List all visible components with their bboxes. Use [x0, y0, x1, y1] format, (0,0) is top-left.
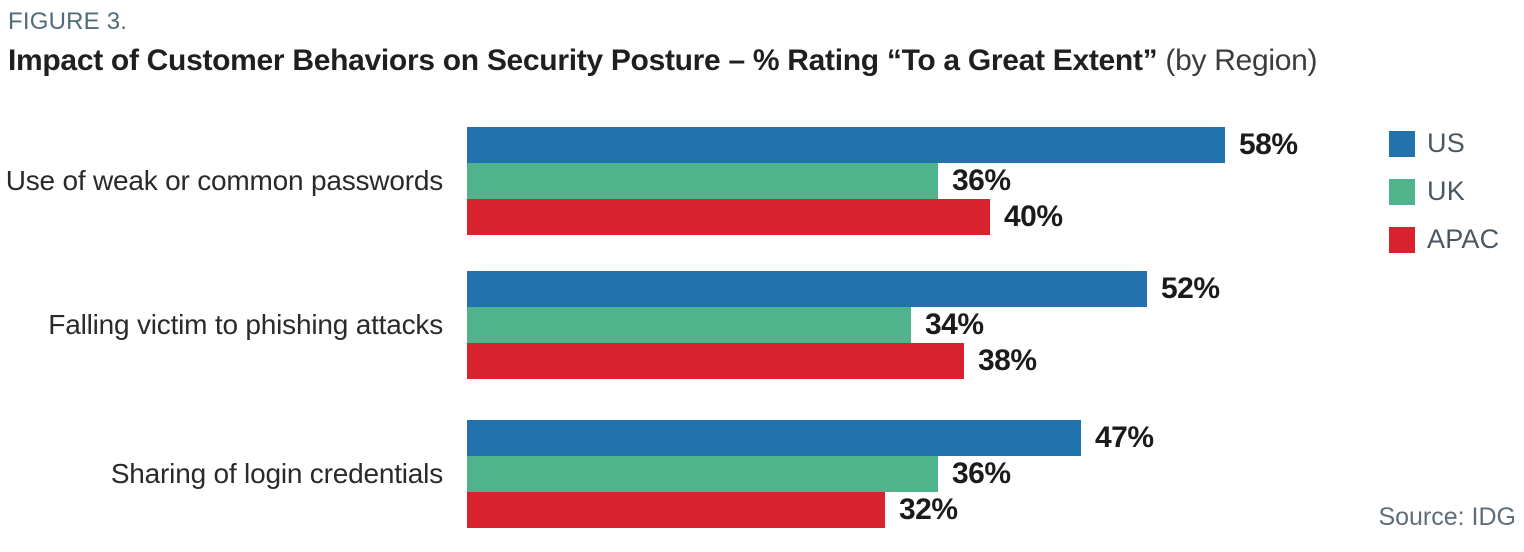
legend-item-uk: UK: [1389, 176, 1499, 207]
bar-row: 38%: [467, 343, 1220, 379]
legend-label: UK: [1427, 176, 1465, 206]
chart-title: Impact of Customer Behaviors on Security…: [8, 44, 1408, 78]
category-label: Falling victim to phishing attacks: [48, 309, 443, 340]
bar-value-label: 47%: [1095, 421, 1154, 454]
bar-group: Use of weak or common passwords 58% 36% 40%: [0, 127, 1524, 235]
bar-value-label: 34%: [925, 308, 984, 341]
bar-us: [467, 271, 1147, 307]
chart-legend: US UK APAC: [1389, 128, 1499, 272]
chart-title-qualifier: (by Region): [1157, 44, 1318, 77]
legend-swatch-icon: [1389, 178, 1415, 205]
source-attribution: Source: IDG: [1378, 503, 1516, 531]
bar-stack: 52% 34% 38%: [467, 271, 1220, 379]
bar-uk: [467, 307, 911, 343]
bar-stack: 47% 36% 32%: [467, 420, 1154, 528]
bar-row: 36%: [467, 163, 1298, 199]
bar-value-label: 38%: [978, 344, 1037, 377]
bar-group: Sharing of login credentials 47% 36% 32%: [0, 420, 1524, 528]
bar-stack: 58% 36% 40%: [467, 127, 1298, 235]
bar-row: 40%: [467, 199, 1298, 235]
legend-swatch-icon: [1389, 130, 1415, 157]
bar-value-label: 36%: [952, 457, 1011, 490]
legend-swatch-icon: [1389, 226, 1415, 253]
bar-group: Falling victim to phishing attacks 52% 34%…: [0, 271, 1524, 379]
bar-uk: [467, 163, 938, 199]
bar-us: [467, 127, 1225, 163]
category-label: Sharing of login credentials: [110, 458, 443, 489]
bar-row: 47%: [467, 420, 1154, 456]
legend-label: APAC: [1427, 224, 1500, 254]
bar-value-label: 36%: [952, 164, 1011, 197]
legend-item-us: US: [1389, 128, 1499, 159]
bar-row: 34%: [467, 307, 1220, 343]
bar-value-label: 40%: [1004, 200, 1063, 233]
bar-value-label: 58%: [1239, 128, 1298, 161]
bar-apac: [467, 199, 990, 235]
bar-apac: [467, 492, 885, 528]
bar-row: 58%: [467, 127, 1298, 163]
bar-row: 36%: [467, 456, 1154, 492]
bar-row: 52%: [467, 271, 1220, 307]
bar-uk: [467, 456, 938, 492]
figure-header: FIGURE 3. Impact of Customer Behaviors o…: [8, 8, 1408, 78]
chart-title-main: Impact of Customer Behaviors on Security…: [8, 44, 1158, 77]
bar-value-label: 52%: [1161, 272, 1220, 305]
figure-number-label: FIGURE 3.: [8, 8, 128, 35]
bar-row: 32%: [467, 492, 1154, 528]
legend-item-apac: APAC: [1389, 224, 1499, 255]
bar-value-label: 32%: [899, 493, 958, 526]
category-label: Use of weak or common passwords: [5, 165, 444, 196]
legend-label: US: [1427, 128, 1465, 158]
bar-apac: [467, 343, 964, 379]
bar-us: [467, 420, 1081, 456]
